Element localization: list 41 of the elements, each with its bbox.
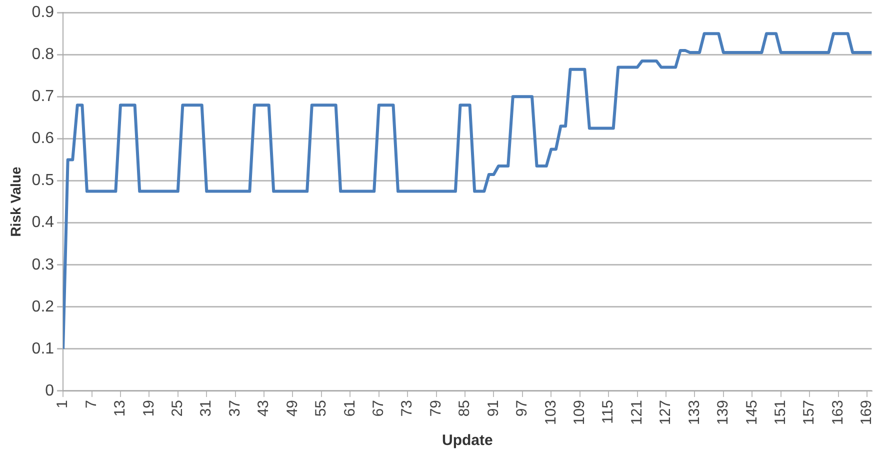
x-tick-label: 157 (800, 400, 818, 426)
y-tick-label: 0.4 (32, 214, 54, 232)
x-tick-label: 67 (370, 400, 388, 417)
y-axis-title: Risk Value (7, 166, 24, 237)
x-tick-label: 1 (54, 400, 72, 408)
y-tick-label: 0.1 (32, 340, 54, 358)
x-tick-label: 103 (542, 400, 560, 426)
x-axis-title: Update (442, 432, 493, 450)
x-tick-label: 91 (484, 400, 502, 417)
x-tick-label: 7 (82, 400, 100, 408)
x-tick-label: 43 (255, 400, 272, 417)
x-tick-label: 145 (743, 400, 760, 426)
x-tick-label: 79 (427, 400, 444, 417)
x-tick-label: 169 (858, 400, 876, 426)
x-tick-label: 109 (571, 400, 588, 426)
x-tick-label: 61 (341, 400, 358, 417)
y-tick-label: 0.6 (32, 130, 54, 148)
x-tick-label: 133 (686, 400, 703, 426)
x-tick-label: 49 (284, 400, 301, 417)
y-tick-label: 0 (45, 382, 54, 400)
x-tick-label: 37 (226, 400, 244, 417)
x-tick-label: 25 (169, 400, 186, 417)
x-tick-label: 13 (112, 400, 129, 417)
x-tick-label: 97 (514, 400, 531, 417)
x-tick-label: 31 (198, 400, 215, 417)
y-tick-label: 0.2 (32, 298, 54, 316)
x-tick-label: 85 (456, 400, 474, 417)
x-tick-label: 151 (772, 400, 789, 426)
x-tick-label: 73 (398, 400, 416, 417)
y-tick-label: 0.8 (32, 46, 54, 64)
y-tick-label: 0.9 (32, 4, 54, 22)
x-tick-label: 121 (628, 400, 646, 426)
y-tick-label: 0.7 (32, 88, 54, 106)
y-tick-label: 0.5 (32, 172, 54, 190)
x-tick-label: 163 (829, 400, 846, 426)
x-tick-label: 55 (312, 400, 330, 417)
x-tick-label: 139 (714, 400, 732, 426)
x-tick-label: 115 (600, 400, 617, 424)
x-tick-label: 19 (140, 400, 158, 417)
y-tick-label: 0.3 (32, 256, 54, 274)
x-tick-label: 127 (657, 400, 674, 426)
